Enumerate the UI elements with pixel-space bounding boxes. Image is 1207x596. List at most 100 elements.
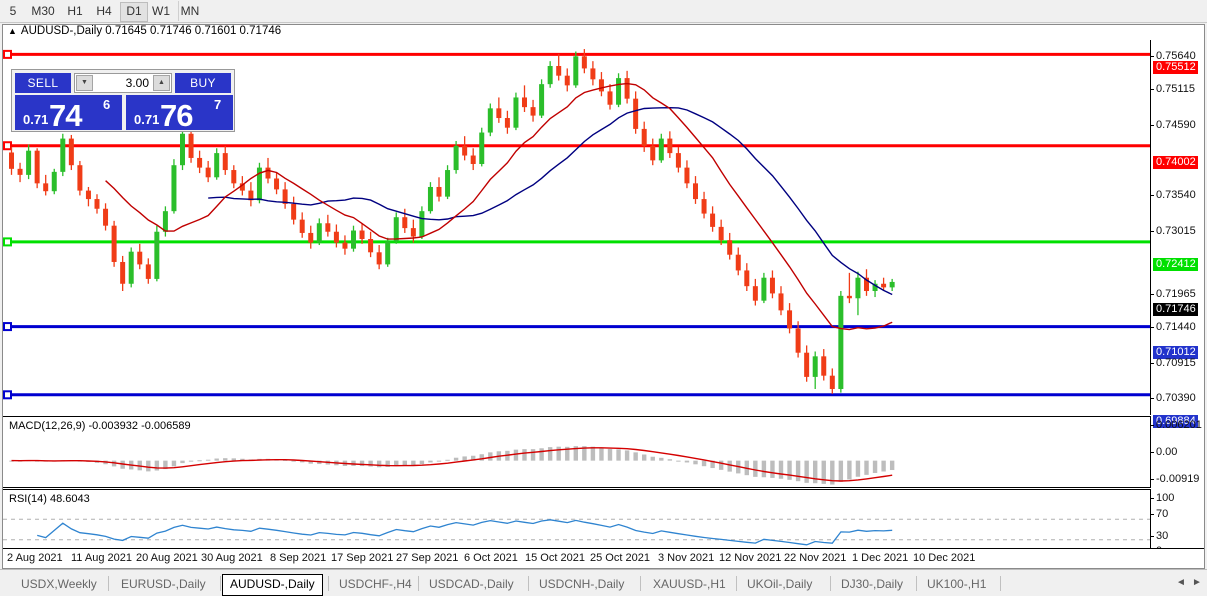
rsi-axis-label: 30 (1156, 530, 1169, 542)
sell-price-prefix: 0.71 (23, 112, 49, 127)
date-label: 30 Aug 2021 (201, 552, 263, 564)
price-tick (1151, 56, 1154, 57)
chart-tab-xauusd-h1[interactable]: XAUUSD-,H1 (653, 577, 726, 591)
tab-scroll-right-icon[interactable]: ► (1192, 577, 1202, 588)
rsi-axis-tick (1151, 536, 1154, 537)
chart-tab-usdcad-daily[interactable]: USDCAD-,Daily (429, 577, 514, 591)
collapse-triangle-icon[interactable]: ▲ (8, 26, 17, 36)
volume-decrease-button[interactable]: ▼ (76, 75, 93, 91)
price-label: 0.75115 (1156, 83, 1195, 95)
buy-price-fraction: 7 (214, 97, 222, 112)
rsi-title: RSI(14) 48.6043 (9, 493, 90, 505)
date-label: 20 Aug 2021 (136, 552, 198, 564)
buy-price-prefix: 0.71 (134, 112, 160, 127)
candlestick-series (9, 49, 895, 394)
time-scale[interactable]: 2 Aug 2021 11 Aug 2021 20 Aug 2021 30 Aug 2… (3, 548, 1204, 568)
chart-tab-audusd-daily[interactable]: AUDUSD-,Daily (222, 574, 323, 596)
tab-divider (736, 576, 737, 591)
chart-tab-usdx-weekly[interactable]: USDX,Weekly (21, 577, 97, 591)
price-tick (1151, 363, 1154, 364)
chart-tab-bar: USDX,Weekly EURUSD-,Daily AUDUSD-,Daily USD… (0, 569, 1207, 596)
date-label: 3 Nov 2021 (658, 552, 715, 564)
sell-price-fraction: 6 (103, 97, 111, 112)
macd-axis-label: -0.00919 (1156, 473, 1200, 485)
rsi-scale: 10070300 (1150, 489, 1204, 559)
macd-title: MACD(12,26,9) -0.003932 -0.006589 (9, 420, 191, 432)
price-tick (1151, 294, 1154, 295)
date-label: 10 Dec 2021 (913, 552, 976, 564)
price-label: 0.73015 (1156, 225, 1196, 237)
date-label: 22 Nov 2021 (784, 552, 847, 564)
price-plot-svg (3, 49, 1150, 400)
price-label: 0.75640 (1156, 50, 1196, 62)
timeframe-d1[interactable]: D1 (120, 2, 148, 22)
price-tick (1151, 89, 1154, 90)
rsi-axis-label: 100 (1156, 492, 1175, 504)
rsi-axis-tick (1151, 498, 1154, 499)
chart-tab-usdcnh-daily[interactable]: USDCNH-,Daily (539, 577, 625, 591)
tab-divider (830, 576, 831, 591)
sell-button[interactable]: 0.71 74 6 (15, 95, 122, 130)
support-blue-1-line[interactable] (3, 322, 1150, 332)
macd-svg (9, 446, 895, 485)
rsi-svg (3, 518, 1150, 546)
rsi-axis-tick (1151, 514, 1154, 515)
chart-area: ▲ AUDUSD-,Daily 0.71645 0.71746 0.71601 0… (2, 24, 1205, 569)
date-label: 27 Sep 2021 (396, 552, 459, 564)
tab-scroll-left-icon[interactable]: ◄ (1176, 577, 1186, 588)
date-label: 25 Oct 2021 (590, 552, 650, 564)
one-click-trading-panel[interactable]: SELL ▼ 3.00 ▲ BUY 0.71 74 6 0.71 76 7 (11, 69, 235, 132)
resistance-2-line[interactable] (3, 141, 1150, 151)
macd-signal-line (11, 447, 893, 482)
price-label: 0.71440 (1156, 321, 1196, 333)
price-tick (1151, 327, 1154, 328)
macd-scale: 0.006201 0.00 -0.00919 (1150, 416, 1204, 488)
buy-button[interactable]: 0.71 76 7 (126, 95, 233, 130)
tab-divider (108, 576, 109, 591)
resistance-1-line[interactable] (3, 49, 1150, 59)
chart-tab-dj30-daily[interactable]: DJ30-,Daily (841, 577, 904, 591)
volume-input[interactable]: ▼ 3.00 ▲ (74, 73, 172, 93)
chart-header-text: AUDUSD-,Daily 0.71645 0.71746 0.71601 0.… (20, 25, 282, 37)
price-label: 0.73540 (1156, 189, 1196, 201)
tab-divider (328, 576, 329, 591)
macd-pane[interactable]: MACD(12,26,9) -0.003932 -0.006589 (3, 416, 1150, 488)
timeframe-h4[interactable]: H4 (96, 4, 112, 18)
chart-tab-uk100-h1[interactable]: UK100-,H1 (927, 577, 987, 591)
timeframe-5[interactable]: 5 (9, 4, 17, 18)
price-label: 0.71965 (1156, 288, 1196, 300)
date-label: 12 Nov 2021 (719, 552, 782, 564)
rsi-pane[interactable]: RSI(14) 48.6043 (3, 489, 1150, 559)
sell-header-label: SELL (15, 73, 71, 93)
price-label-badge: 0.74002 (1153, 156, 1198, 169)
tab-divider (220, 576, 221, 591)
volume-value: 3.00 (125, 76, 149, 90)
chart-tab-ukoil-daily[interactable]: UKOil-,Daily (747, 577, 813, 591)
timeframe-w1[interactable]: W1 (152, 4, 170, 18)
support-blue-2-line[interactable] (3, 390, 1150, 400)
macd-histogram (9, 446, 895, 485)
price-label: 0.70390 (1156, 392, 1196, 404)
tab-divider (528, 576, 529, 591)
chart-tab-usdchf-h4[interactable]: USDCHF-,H4 (339, 577, 412, 591)
macd-axis-tick (1151, 452, 1154, 453)
sell-price-big: 74 (49, 98, 82, 130)
macd-axis-label: 0.00 (1156, 446, 1178, 458)
price-scale[interactable]: 0.75640 0.75512 0.75115 0.74590 0.74002 0.735… (1150, 40, 1204, 428)
buy-price-big: 76 (160, 98, 193, 130)
timeframe-mn[interactable]: MN (180, 4, 200, 18)
price-label-badge: 0.72412 (1153, 258, 1198, 271)
date-label: 8 Sep 2021 (270, 552, 327, 564)
timeframe-toolbar: 5 M30 H1 H4 D1 W1 MN (0, 0, 1207, 23)
date-label: 17 Sep 2021 (331, 552, 394, 564)
date-label: 6 Oct 2021 (464, 552, 518, 564)
price-tick (1151, 398, 1154, 399)
price-tick (1151, 195, 1154, 196)
volume-increase-button[interactable]: ▲ (153, 75, 170, 91)
chart-tab-eurusd-daily[interactable]: EURUSD-,Daily (121, 577, 206, 591)
support-green-line[interactable] (3, 237, 1150, 247)
tab-divider (640, 576, 641, 591)
timeframe-h1[interactable]: H1 (67, 4, 83, 18)
timeframe-m30[interactable]: M30 (31, 4, 55, 18)
